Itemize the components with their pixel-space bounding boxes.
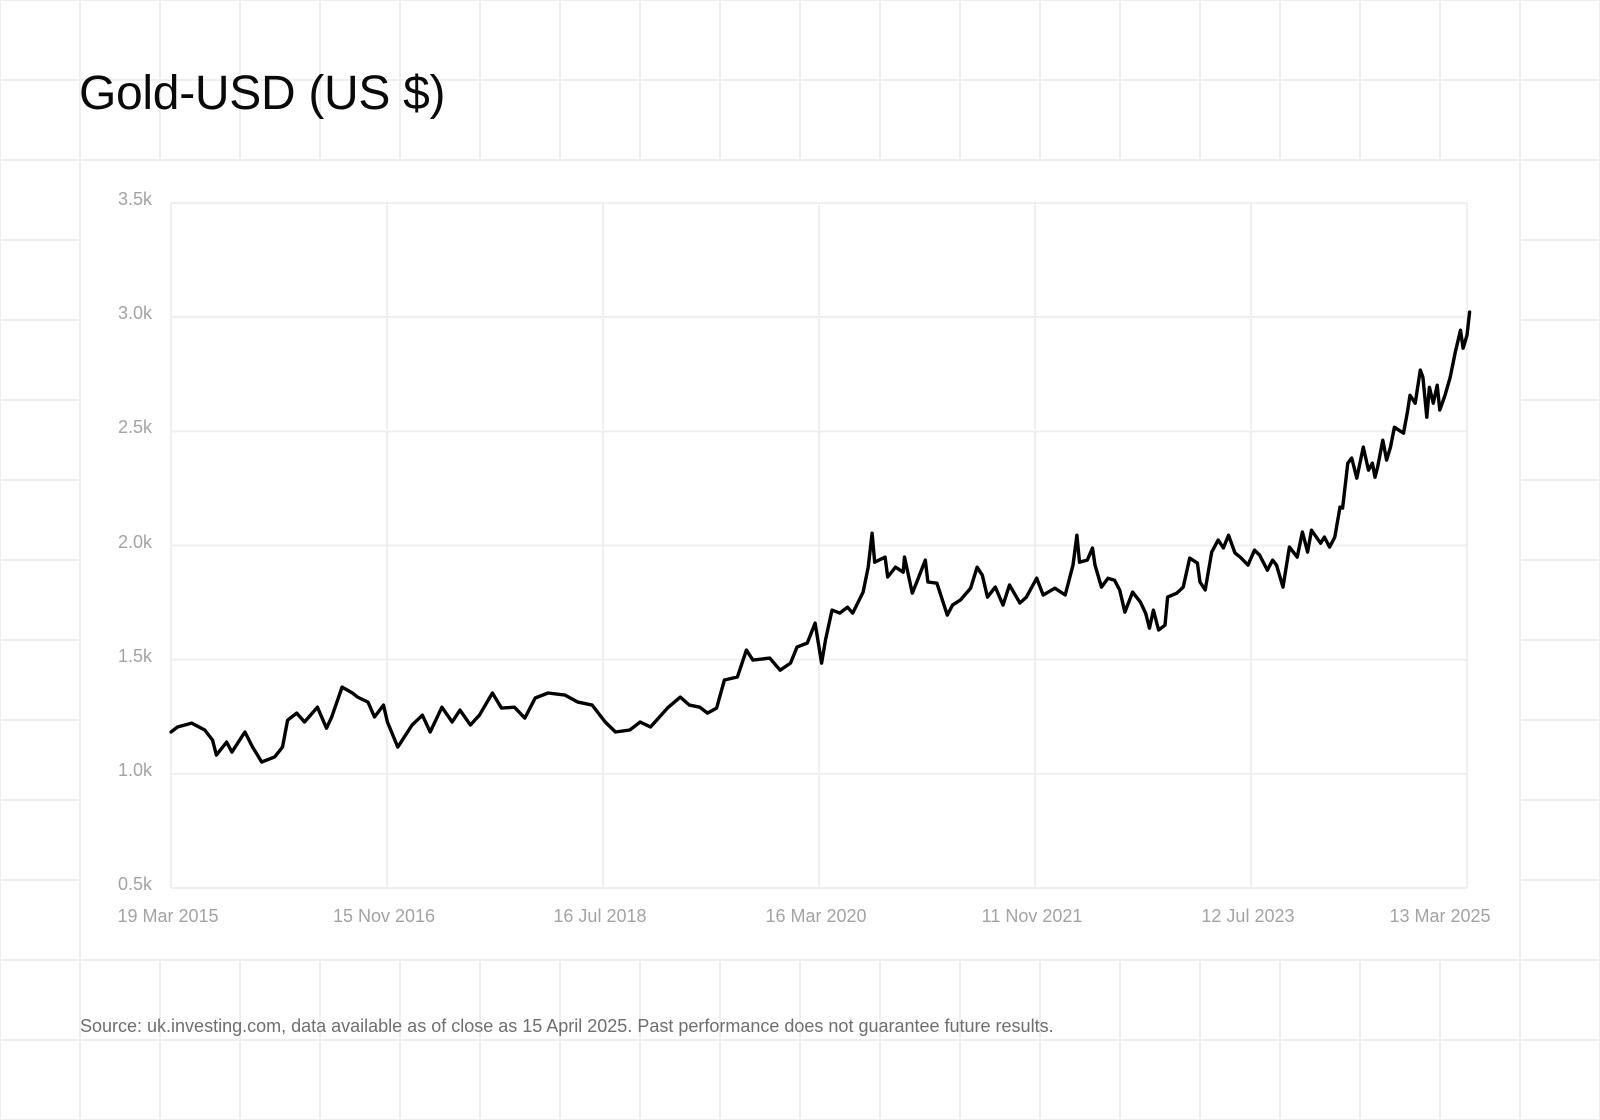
gold-price-line	[169, 310, 1472, 764]
vertical-gridlines	[170, 203, 1468, 888]
line-chart	[169, 202, 1472, 889]
y-tick-label: 2.5k	[117, 417, 152, 438]
x-tick-label: 15 Nov 2016	[332, 906, 436, 926]
y-tick-label: 0.5k	[117, 874, 152, 894]
x-tick-label: 16 Jul 2018	[553, 906, 647, 926]
chart-panel	[81, 161, 1519, 959]
x-tick-label: 11 Nov 2021	[981, 906, 1083, 926]
x-tick-label: 19 Mar 2015	[117, 906, 219, 926]
y-tick-label: 3.0k	[117, 303, 152, 324]
y-tick-label: 2.0k	[117, 531, 152, 552]
x-tick-label: 13 Mar 2025	[1389, 906, 1491, 926]
y-tick-label: 3.5k	[117, 189, 152, 209]
x-tick-label: 16 Mar 2020	[765, 906, 867, 926]
source-note: Source: uk.investing.com, data available…	[80, 1016, 1054, 1036]
y-tick-label: 1.5k	[117, 645, 152, 666]
y-tick-label: 1.0k	[117, 759, 152, 780]
chart-title: Gold-USD (US $)	[79, 67, 446, 120]
x-tick-label: 12 Jul 2023	[1201, 906, 1295, 926]
